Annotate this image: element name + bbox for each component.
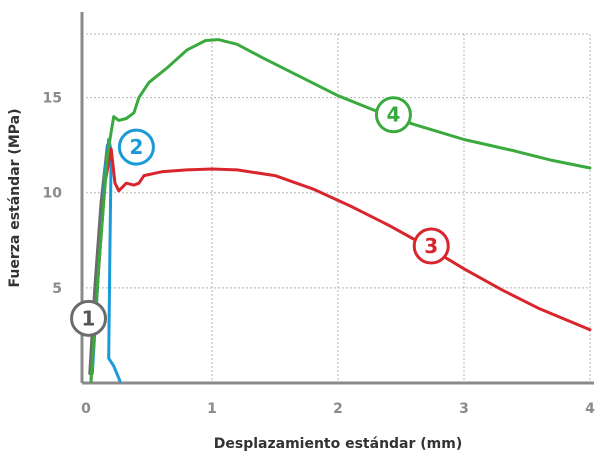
x-tick-label: 1 [207,401,217,417]
series-marker-3 [412,227,450,265]
series-line-3 [89,147,592,383]
series-marker-1 [70,299,108,337]
series-marker-label-2: 2 [129,135,143,159]
y-tick-label: 15 [43,91,62,107]
y-axis-label: Fuerza estándar (MPa) [7,109,23,288]
series-markers: 1 2 3 4 [70,96,450,337]
x-tick-label: 0 [81,401,91,417]
x-tick-label: 3 [459,401,469,417]
tick-labels: 0 1 2 3 4 5 10 15 [43,91,596,417]
series-line-4 [89,38,592,383]
series-marker-label-1: 1 [82,306,96,330]
x-tick-label: 4 [585,401,595,417]
y-tick-label: 5 [52,281,62,297]
series-marker-label-4: 4 [386,103,400,127]
series-marker-2 [117,128,155,166]
grid [86,33,591,383]
y-tick-label: 10 [43,186,63,202]
x-tick-label: 2 [333,401,343,417]
series-marker-label-3: 3 [424,234,438,258]
series-marker-4 [374,96,412,134]
x-axis-label: Desplazamiento estándar (mm) [214,436,463,452]
series-lines [88,38,592,383]
